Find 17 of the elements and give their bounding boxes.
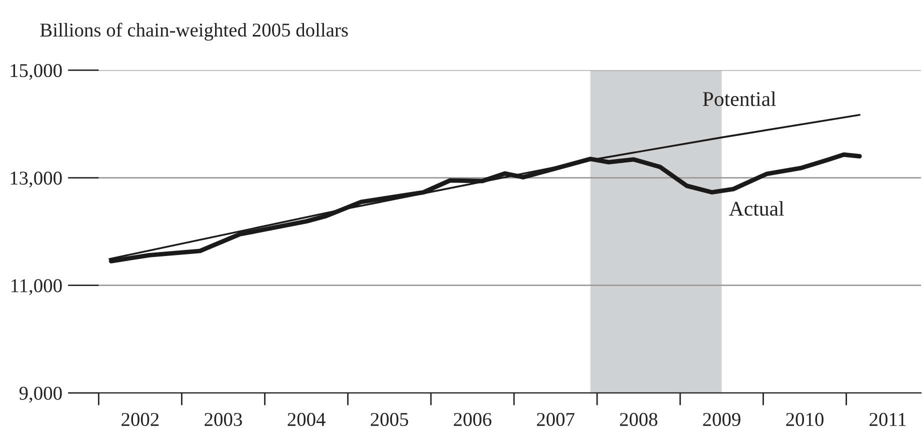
x-tick-label: 2005: [370, 412, 408, 426]
y-tick-label: 13,000: [10, 172, 62, 188]
x-tick-label: 2009: [703, 412, 740, 426]
x-tick-label: 2002: [122, 412, 159, 426]
x-tick-label: 2004: [288, 412, 326, 426]
x-tick-label: 2008: [620, 412, 658, 426]
y-tick-label: 9,000: [19, 386, 62, 403]
y-tick-label: 11,000: [12, 279, 62, 296]
x-tick-label: 2010: [786, 412, 824, 426]
x-tick-label: 2006: [454, 412, 492, 426]
x-tick-label: 2003: [204, 412, 242, 426]
annotation: Potential: [702, 91, 776, 106]
annotation: Actual: [729, 201, 784, 216]
y-tick-label: 15,000: [10, 64, 62, 80]
y-axis-title: Billions of chain-weighted 2005 dollars: [40, 22, 348, 41]
x-tick-label: 2007: [536, 412, 574, 426]
x-tick-label: 2011: [870, 412, 906, 426]
